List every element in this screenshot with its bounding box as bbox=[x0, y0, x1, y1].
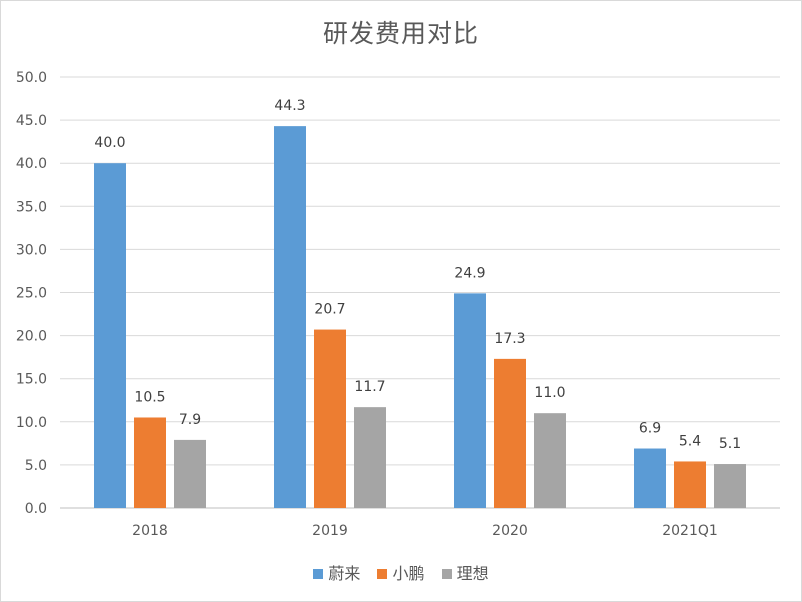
y-tick-label: 10.0 bbox=[16, 415, 47, 431]
bar bbox=[354, 407, 386, 508]
x-tick-label: 2020 bbox=[492, 523, 528, 539]
y-tick-label: 30.0 bbox=[16, 242, 47, 258]
data-label: 11.7 bbox=[354, 379, 385, 395]
data-label: 10.5 bbox=[134, 389, 165, 405]
bar bbox=[634, 448, 666, 508]
data-label: 24.9 bbox=[454, 265, 485, 281]
legend: 蔚来 小鹏 理想 bbox=[0, 560, 802, 584]
x-tick-label: 2021Q1 bbox=[662, 523, 718, 539]
legend-label-li: 理想 bbox=[456, 564, 489, 583]
bar bbox=[314, 329, 346, 508]
data-label: 20.7 bbox=[314, 302, 345, 318]
data-label: 44.3 bbox=[274, 98, 305, 114]
x-tick-label: 2018 bbox=[132, 523, 168, 539]
data-label: 17.3 bbox=[494, 331, 525, 347]
data-label: 7.9 bbox=[179, 412, 201, 428]
legend-swatch-nio bbox=[313, 569, 324, 579]
y-tick-label: 0.0 bbox=[25, 501, 47, 517]
bar bbox=[454, 293, 486, 508]
legend-label-xpeng: 小鹏 bbox=[392, 564, 425, 583]
bar bbox=[674, 461, 706, 508]
legend-swatch-xpeng bbox=[377, 569, 388, 579]
data-label: 5.4 bbox=[679, 433, 701, 449]
bar bbox=[534, 413, 566, 508]
bar bbox=[714, 464, 746, 508]
data-label: 40.0 bbox=[94, 135, 125, 151]
y-tick-label: 45.0 bbox=[16, 113, 47, 129]
y-tick-label: 35.0 bbox=[16, 199, 47, 215]
bar bbox=[94, 163, 126, 508]
y-tick-label: 20.0 bbox=[16, 329, 47, 345]
bar bbox=[494, 358, 526, 508]
y-tick-label: 15.0 bbox=[16, 372, 47, 388]
y-tick-label: 5.0 bbox=[25, 458, 47, 474]
bar bbox=[274, 126, 306, 508]
x-tick-label: 2019 bbox=[312, 523, 348, 539]
legend-item-nio: 蔚来 bbox=[313, 560, 360, 584]
data-label: 11.0 bbox=[534, 385, 565, 401]
legend-swatch-li bbox=[441, 569, 452, 579]
bar bbox=[174, 439, 206, 508]
y-tick-label: 25.0 bbox=[16, 286, 47, 302]
y-tick-label: 50.0 bbox=[16, 70, 47, 86]
data-label: 6.9 bbox=[639, 421, 661, 437]
legend-label-nio: 蔚来 bbox=[328, 564, 361, 583]
bar bbox=[134, 417, 166, 508]
legend-item-li: 理想 bbox=[441, 560, 489, 584]
chart-title: 研发费用对比 bbox=[322, 19, 479, 48]
y-tick-label: 40.0 bbox=[16, 156, 47, 172]
legend-item-xpeng: 小鹏 bbox=[377, 560, 425, 584]
data-label: 5.1 bbox=[719, 436, 741, 452]
